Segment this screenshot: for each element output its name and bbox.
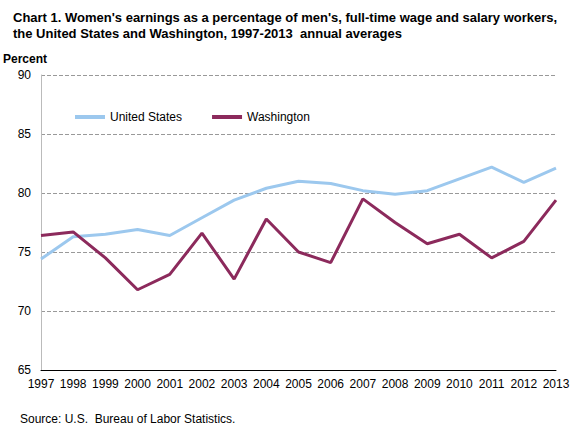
svg-text:2003: 2003 [221,377,248,391]
svg-text:United States: United States [110,110,182,124]
svg-text:1998: 1998 [60,377,87,391]
svg-text:2013: 2013 [543,377,570,391]
svg-text:2010: 2010 [446,377,473,391]
svg-text:1999: 1999 [92,377,119,391]
svg-text:2002: 2002 [189,377,216,391]
svg-text:85: 85 [18,127,32,141]
svg-text:65: 65 [18,363,32,377]
svg-text:2004: 2004 [253,377,280,391]
svg-text:2012: 2012 [510,377,537,391]
svg-text:2008: 2008 [382,377,409,391]
svg-text:2006: 2006 [317,377,344,391]
svg-text:the United States and Washingt: the United States and Washington, 1997-2… [13,26,402,41]
svg-text:2007: 2007 [350,377,377,391]
svg-text:75: 75 [18,245,32,259]
svg-text:70: 70 [18,304,32,318]
svg-text:80: 80 [18,186,32,200]
svg-text:2011: 2011 [479,377,505,391]
svg-text:2009: 2009 [414,377,441,391]
svg-text:2005: 2005 [285,377,312,391]
svg-text:2000: 2000 [124,377,151,391]
svg-text:Source: U.S. Bureau of Labor: Source: U.S. Bureau of Labor Statistics. [20,412,235,426]
svg-text:Chart 1. Women's earnings as a: Chart 1. Women's earnings as a percentag… [13,10,561,25]
svg-text:2001: 2001 [156,377,183,391]
svg-text:Percent: Percent [3,52,47,66]
svg-text:Washington: Washington [247,110,310,124]
svg-text:90: 90 [18,68,32,82]
svg-text:1997: 1997 [28,377,55,391]
